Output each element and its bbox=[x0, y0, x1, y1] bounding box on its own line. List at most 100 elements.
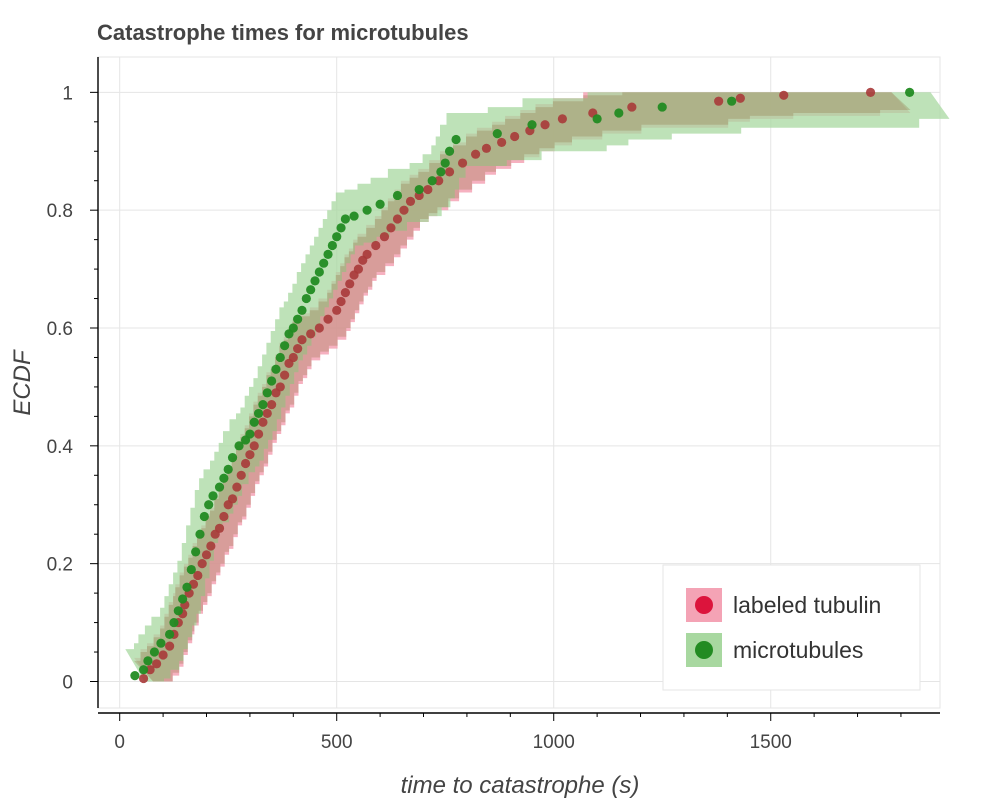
point-labeled-tubulin bbox=[145, 665, 155, 675]
x-tick-label: 0 bbox=[114, 732, 125, 753]
point-microtubules bbox=[227, 453, 238, 463]
point-microtubules bbox=[332, 232, 342, 242]
point-labeled-tubulin bbox=[444, 167, 455, 177]
point-microtubules bbox=[440, 158, 450, 168]
point-labeled-tubulin bbox=[353, 264, 364, 274]
point-microtubules bbox=[271, 364, 281, 374]
point-labeled-tubulin bbox=[540, 120, 550, 130]
point-microtubules bbox=[375, 199, 385, 209]
point-labeled-tubulin bbox=[240, 458, 251, 469]
point-microtubules bbox=[592, 114, 602, 124]
point-labeled-tubulin bbox=[227, 494, 238, 504]
point-microtubules bbox=[258, 399, 268, 410]
point-microtubules bbox=[130, 670, 140, 681]
point-microtubules bbox=[392, 190, 403, 201]
point-labeled-tubulin bbox=[280, 370, 290, 380]
point-microtubules bbox=[182, 582, 192, 592]
point-microtubules bbox=[191, 547, 201, 557]
point-labeled-tubulin bbox=[714, 96, 724, 106]
point-microtubules bbox=[306, 285, 316, 295]
point-labeled-tubulin bbox=[288, 352, 298, 363]
point-microtubules bbox=[451, 134, 461, 145]
legend-label-labeled-tubulin: labeled tubulin bbox=[733, 592, 881, 618]
point-microtubules bbox=[527, 120, 537, 130]
point-microtubules bbox=[427, 176, 437, 186]
point-labeled-tubulin bbox=[151, 659, 162, 669]
x-tick-label: 1500 bbox=[750, 732, 792, 753]
point-microtubules bbox=[156, 638, 166, 648]
point-microtubules bbox=[219, 473, 229, 483]
x-axis-label: time to catastrophe (s) bbox=[401, 772, 640, 799]
band-overlap bbox=[134, 92, 911, 682]
legend: labeled tubulin microtubules bbox=[662, 564, 921, 691]
point-microtubules bbox=[234, 441, 244, 451]
point-labeled-tubulin bbox=[405, 196, 416, 206]
y-tick-label: 1 bbox=[62, 83, 73, 104]
point-microtubules bbox=[414, 184, 424, 195]
point-labeled-tubulin bbox=[434, 176, 444, 186]
point-microtubules bbox=[614, 108, 624, 118]
point-labeled-tubulin bbox=[345, 279, 355, 289]
point-labeled-tubulin bbox=[735, 93, 745, 103]
point-microtubules bbox=[169, 617, 179, 628]
legend-box bbox=[662, 564, 921, 691]
confidence-band-microtubules bbox=[125, 92, 950, 682]
point-labeled-tubulin bbox=[457, 158, 468, 168]
y-tick-label: 0.2 bbox=[47, 555, 73, 576]
point-microtubules bbox=[138, 665, 149, 675]
point-microtubules bbox=[165, 629, 175, 639]
point-labeled-tubulin bbox=[481, 143, 492, 153]
y-tick-label: 0.8 bbox=[47, 201, 73, 222]
point-labeled-tubulin bbox=[236, 470, 246, 480]
grid-layer bbox=[97, 56, 941, 709]
point-labeled-tubulin bbox=[214, 523, 225, 533]
point-microtubules bbox=[297, 305, 307, 315]
point-labeled-tubulin bbox=[193, 570, 203, 581]
point-labeled-tubulin bbox=[627, 102, 637, 112]
point-labeled-tubulin bbox=[323, 314, 333, 324]
point-labeled-tubulin bbox=[510, 131, 520, 142]
point-labeled-tubulin bbox=[379, 232, 390, 242]
legend-marker-microtubules bbox=[695, 641, 713, 659]
point-labeled-tubulin bbox=[340, 288, 350, 298]
point-microtubules bbox=[657, 102, 667, 112]
point-microtubules bbox=[195, 529, 205, 539]
point-microtubules bbox=[301, 293, 311, 304]
point-microtubules bbox=[444, 146, 455, 156]
point-labeled-tubulin bbox=[497, 137, 507, 148]
point-labeled-tubulin bbox=[332, 305, 342, 315]
point-microtubules bbox=[149, 647, 160, 657]
point-labeled-tubulin bbox=[258, 417, 268, 427]
axes: 0 500 1000 1500 0 0.2 0.4 0.6 0.8 1 bbox=[47, 57, 940, 753]
y-axis-label: ECDF bbox=[9, 349, 36, 416]
point-labeled-tubulin bbox=[267, 399, 277, 410]
point-microtubules bbox=[293, 314, 303, 324]
point-microtubules bbox=[492, 128, 502, 139]
point-labeled-tubulin bbox=[245, 450, 255, 460]
point-microtubules bbox=[275, 352, 285, 363]
point-microtubules bbox=[727, 96, 737, 106]
point-labeled-tubulin bbox=[392, 214, 403, 224]
point-microtubules bbox=[214, 482, 225, 492]
point-labeled-tubulin bbox=[779, 90, 789, 100]
point-microtubules bbox=[349, 211, 359, 221]
point-microtubules bbox=[262, 388, 272, 398]
point-microtubules bbox=[336, 223, 346, 233]
x-tick-label: 500 bbox=[321, 732, 353, 753]
point-labeled-tubulin bbox=[336, 296, 346, 307]
point-microtubules bbox=[186, 564, 196, 575]
point-microtubules bbox=[323, 249, 333, 259]
point-labeled-tubulin bbox=[399, 205, 409, 215]
y-tick-label: 0 bbox=[62, 672, 73, 693]
legend-marker-labeled-tubulin bbox=[695, 596, 713, 614]
point-microtubules bbox=[253, 408, 264, 419]
point-labeled-tubulin bbox=[865, 87, 876, 97]
point-labeled-tubulin bbox=[306, 329, 316, 339]
point-labeled-tubulin bbox=[423, 184, 433, 195]
legend-label-microtubules: microtubules bbox=[733, 637, 863, 663]
point-labeled-tubulin bbox=[219, 511, 229, 522]
point-labeled-tubulin bbox=[371, 240, 381, 251]
y-tick-label: 0.4 bbox=[47, 437, 74, 458]
